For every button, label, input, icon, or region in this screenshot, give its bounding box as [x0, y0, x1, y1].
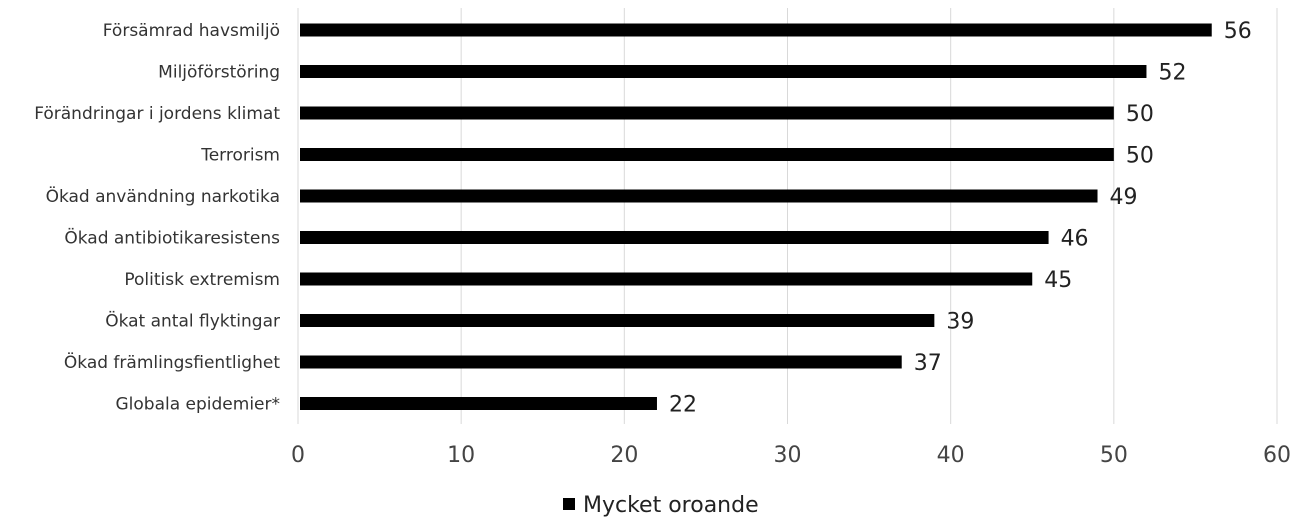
- data-label: 50: [1126, 102, 1154, 127]
- x-tick-label: 60: [1263, 443, 1291, 468]
- bar: [300, 23, 1212, 37]
- category-label: Ökat antal flyktingar: [105, 310, 280, 332]
- data-label: 46: [1061, 227, 1089, 252]
- category-label: Ökad antibiotikaresistens: [64, 227, 280, 249]
- category-labels: Försämrad havsmiljö Miljöförstöring Föränd…: [34, 21, 280, 415]
- category-label: Förändringar i jordens klimat: [34, 104, 280, 124]
- category-label: Politisk extremism: [124, 270, 280, 290]
- category-label: Ökad användning narkotika: [46, 185, 280, 207]
- category-label: Miljöförstöring: [158, 63, 280, 83]
- category-label: Globala epidemier*: [115, 395, 280, 415]
- data-label: 39: [946, 310, 974, 335]
- bars: [300, 23, 1212, 410]
- bar: [300, 314, 935, 327]
- bar: [300, 189, 1098, 203]
- data-label: 52: [1158, 61, 1186, 86]
- data-label: 37: [914, 351, 942, 376]
- bar: [300, 231, 1049, 244]
- legend-swatch: [563, 498, 575, 510]
- data-label: 56: [1224, 19, 1252, 44]
- x-tick-label: 30: [774, 443, 802, 468]
- x-tick-label: 10: [447, 443, 475, 468]
- data-label: 50: [1126, 144, 1154, 169]
- data-label: 49: [1110, 185, 1138, 210]
- bar: [300, 106, 1114, 120]
- bar: [300, 397, 657, 410]
- bar: [300, 272, 1033, 286]
- category-label: Försämrad havsmiljö: [103, 21, 280, 41]
- x-tick-label: 0: [291, 443, 305, 468]
- data-label: 45: [1044, 268, 1072, 293]
- x-axis-ticks: 0 10 20 30 40 50 60: [291, 443, 1291, 468]
- category-label: Terrorism: [200, 146, 280, 166]
- bar: [300, 148, 1114, 161]
- data-label: 22: [669, 393, 697, 418]
- x-tick-label: 50: [1100, 443, 1128, 468]
- bar: [300, 355, 902, 369]
- category-label: Ökad främlingsfientlighet: [64, 351, 280, 373]
- legend: Mycket oroande: [563, 493, 759, 518]
- bar: [300, 65, 1147, 78]
- x-tick-label: 20: [610, 443, 638, 468]
- legend-label: Mycket oroande: [583, 493, 759, 518]
- x-tick-label: 40: [937, 443, 965, 468]
